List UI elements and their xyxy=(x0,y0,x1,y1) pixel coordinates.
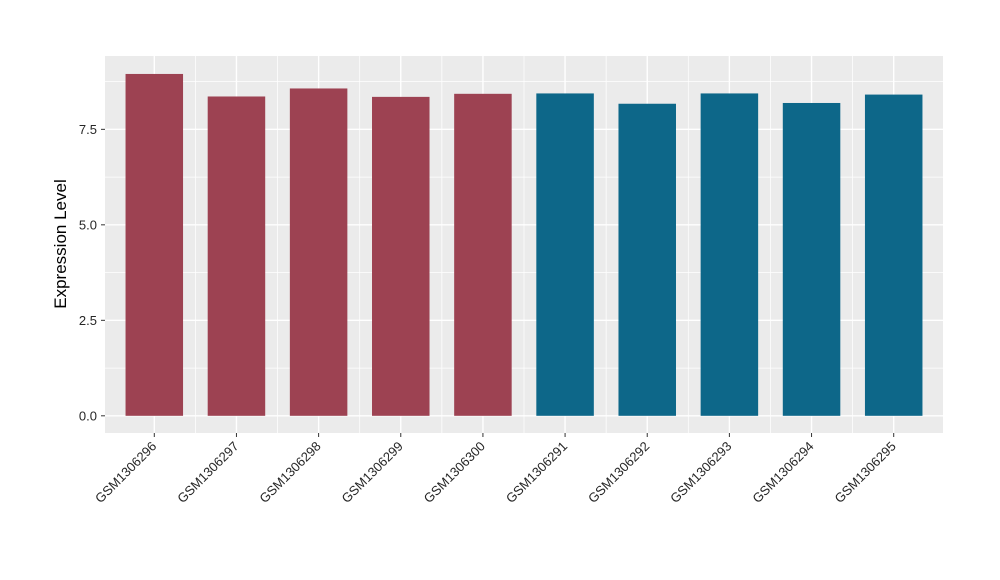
x-tick-label: GSM1306295 xyxy=(831,439,898,506)
y-tick-label: 0.0 xyxy=(79,408,97,423)
y-axis-title: Expression Level xyxy=(51,179,70,308)
x-tick-label: GSM1306292 xyxy=(585,439,652,506)
x-tick-label: GSM1306300 xyxy=(421,439,488,506)
x-tick-label: GSM1306299 xyxy=(339,439,406,506)
x-tick-label: GSM1306294 xyxy=(749,439,816,506)
bar xyxy=(782,102,841,416)
bar xyxy=(207,96,266,416)
y-tick-label: 7.5 xyxy=(79,122,97,137)
x-tick-label: GSM1306293 xyxy=(667,439,734,506)
bar xyxy=(864,94,923,416)
x-tick-label: GSM1306297 xyxy=(174,439,241,506)
bar xyxy=(618,103,676,416)
bar xyxy=(454,93,512,416)
bar xyxy=(536,93,594,416)
x-tick-label: GSM1306291 xyxy=(503,439,570,506)
x-tick-label: GSM1306298 xyxy=(256,439,323,506)
bar xyxy=(372,96,430,416)
y-tick-label: 5.0 xyxy=(79,217,97,232)
bar xyxy=(125,73,184,416)
x-tick-label: GSM1306296 xyxy=(92,439,159,506)
bar xyxy=(700,93,759,416)
bar xyxy=(289,88,348,416)
y-tick-label: 2.5 xyxy=(79,313,97,328)
